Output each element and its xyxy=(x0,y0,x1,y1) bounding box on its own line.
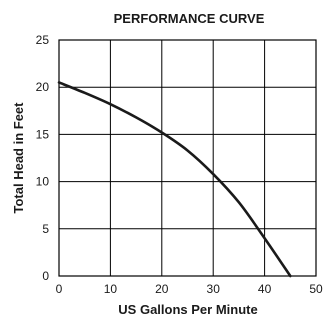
y-tick-label: 25 xyxy=(36,33,50,47)
y-axis-title: Total Head in Feet xyxy=(11,102,26,214)
plot-frame xyxy=(58,39,317,277)
y-tick-label: 10 xyxy=(36,175,50,189)
y-axis-ticks: 0 5 10 15 20 25 xyxy=(36,33,50,283)
y-tick-label: 5 xyxy=(42,222,49,236)
x-tick-label: 20 xyxy=(155,282,169,296)
chart-title: PERFORMANCE CURVE xyxy=(114,11,265,26)
y-tick-label: 0 xyxy=(42,269,49,283)
x-tick-label: 40 xyxy=(258,282,272,296)
x-axis-ticks: 0 10 20 30 40 50 xyxy=(56,282,323,296)
x-tick-label: 50 xyxy=(309,282,323,296)
y-tick-label: 20 xyxy=(36,80,50,94)
x-tick-label: 10 xyxy=(104,282,118,296)
x-axis-title: US Gallons Per Minute xyxy=(118,302,257,317)
x-tick-label: 0 xyxy=(56,282,63,296)
x-tick-label: 30 xyxy=(207,282,221,296)
grid-lines xyxy=(59,40,316,276)
performance-curve-line xyxy=(57,81,292,278)
y-tick-label: 15 xyxy=(36,127,50,141)
